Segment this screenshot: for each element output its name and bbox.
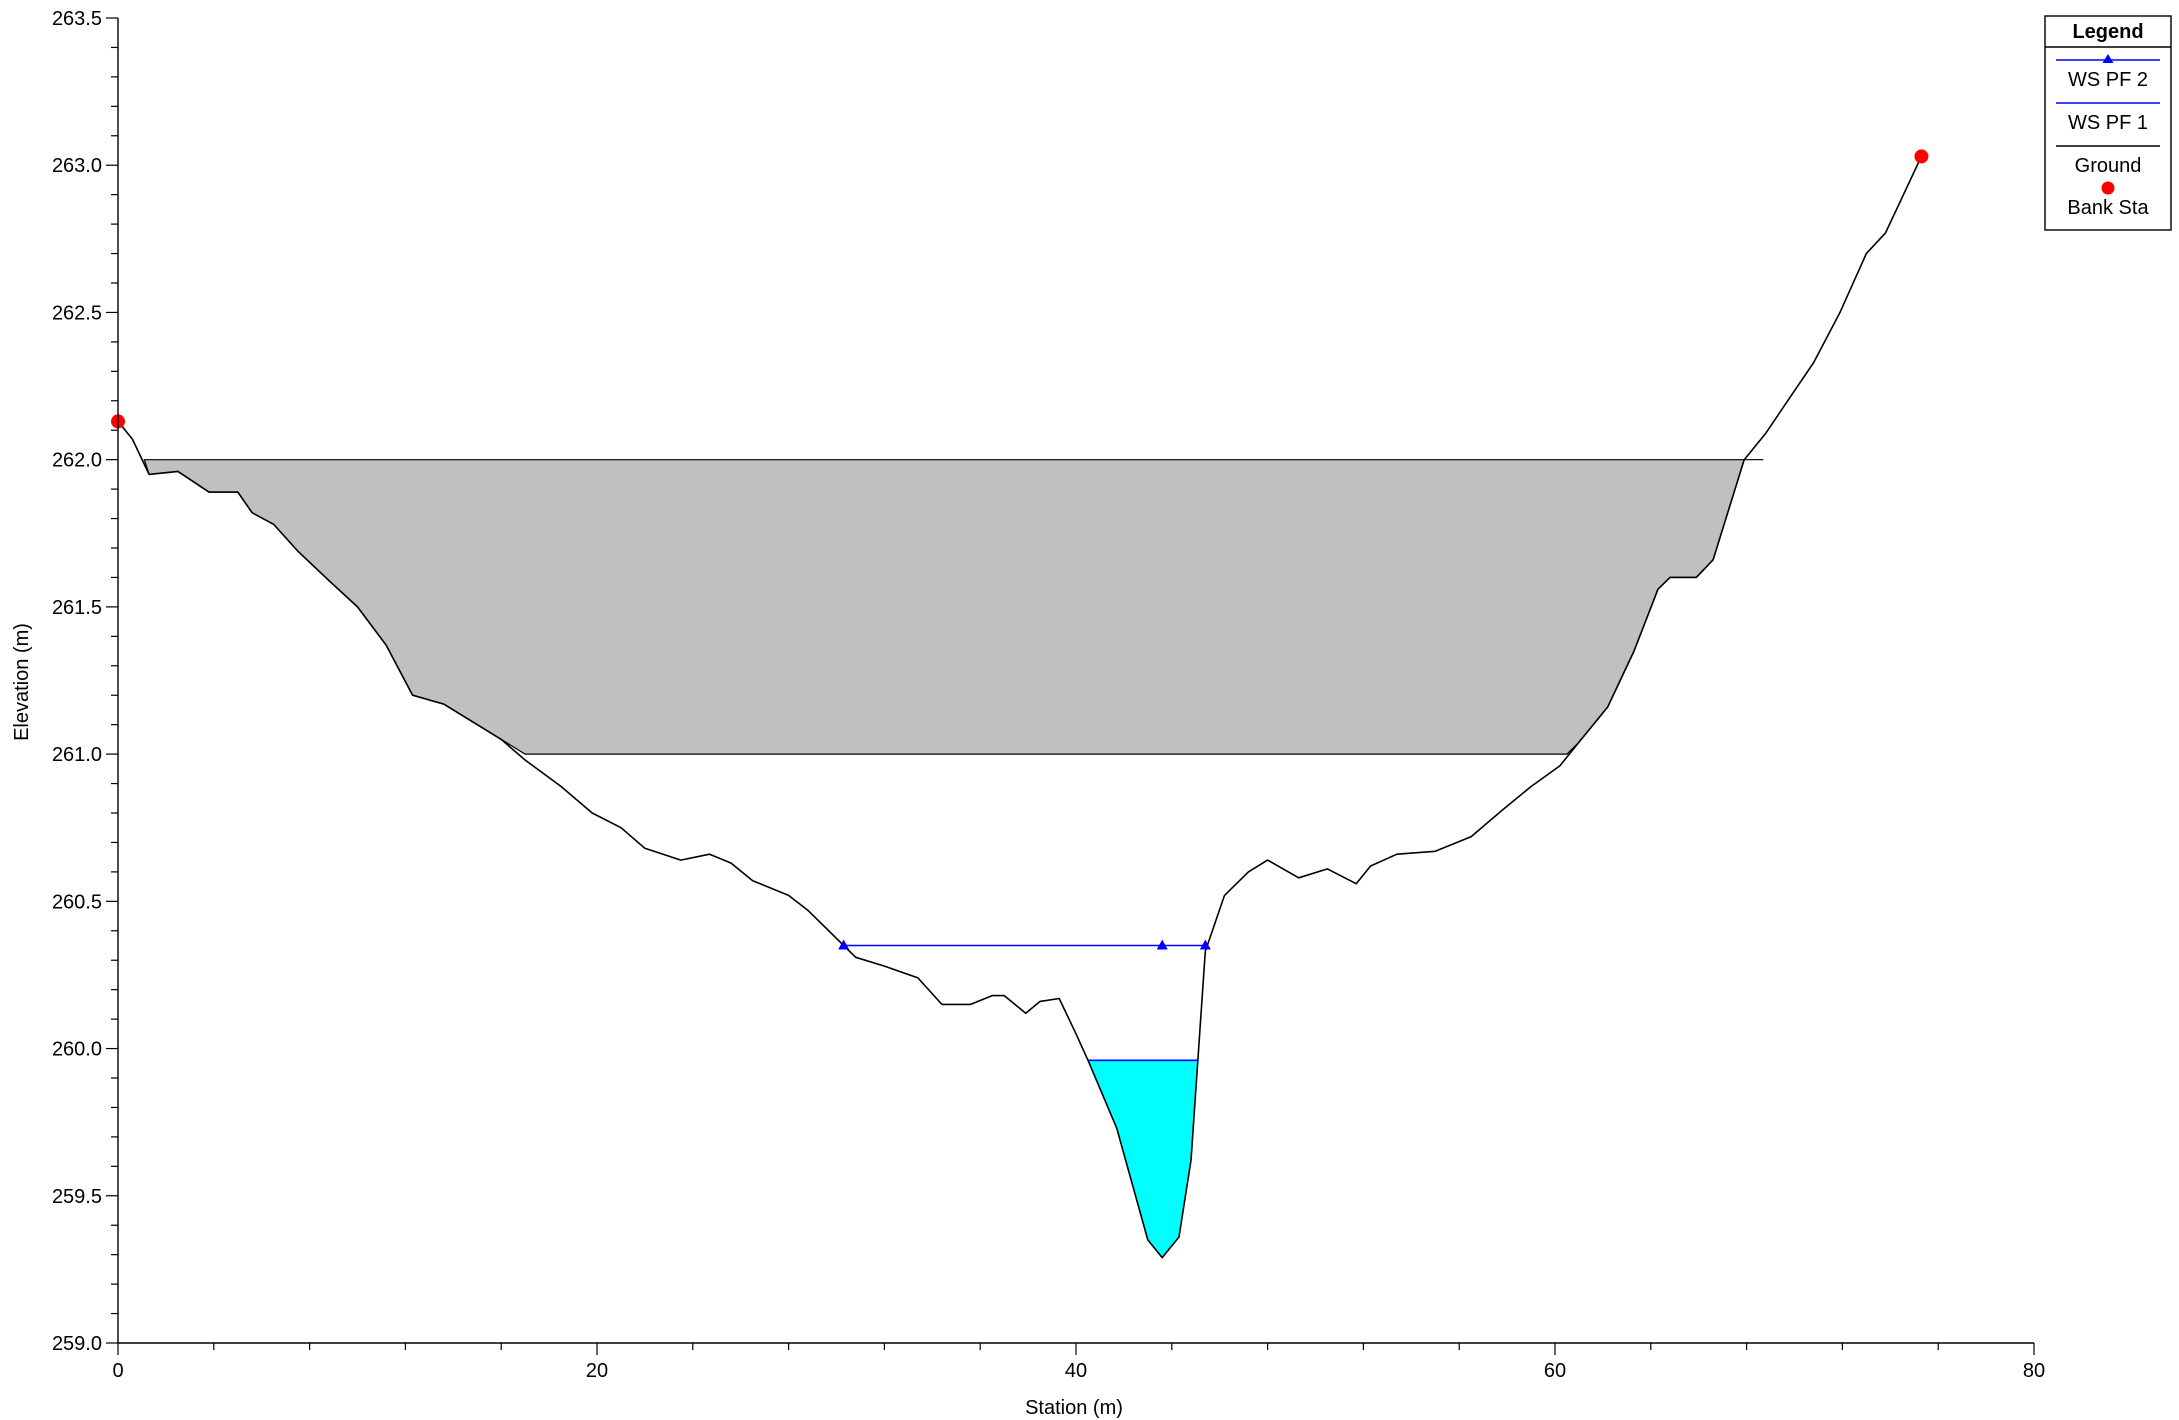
x-tick-label: 0 [112, 1360, 123, 1382]
bank-sta-point [1914, 149, 1929, 164]
y-tick-label: 259.0 [52, 1333, 102, 1355]
y-tick-label: 262.0 [52, 450, 102, 472]
x-tick-label: 80 [2023, 1360, 2045, 1382]
legend-entry-bank-sta: Bank Sta [2067, 197, 2149, 219]
legend: Legend WS PF 2 WS PF 1 Ground Bank Sta [2044, 15, 2172, 231]
ground-line [117, 156, 1923, 1259]
legend-title: Legend [2072, 21, 2143, 43]
legend-entry-ground: Ground [2075, 155, 2142, 177]
plot-area [111, 149, 1929, 1259]
x-tick-label: 60 [1544, 1360, 1566, 1382]
y-tick-label: 260.0 [52, 1039, 102, 1061]
y-tick-label: 260.5 [52, 891, 102, 913]
y-axis-label: Elevation (m) [11, 623, 33, 741]
legend-entry-ws-pf1: WS PF 1 [2068, 112, 2148, 134]
y-tick-label: 261.0 [52, 744, 102, 766]
legend-bank-sta-marker [2101, 181, 2115, 195]
y-tick-label: 263.5 [52, 8, 102, 30]
y-tick-label: 262.5 [52, 302, 102, 324]
ws-pf1-water-fill [1088, 1060, 1199, 1258]
x-tick-label: 40 [1065, 1360, 1087, 1382]
axes: 0 20 40 60 80 259.0 259.5 260.0 260.5 261.0 261.5 2… [52, 8, 2045, 1382]
ws-pf2-marker [838, 939, 850, 950]
y-tick-label: 263.0 [52, 155, 102, 177]
ws-pf2-marker [1156, 939, 1168, 950]
y-tick-label: 259.5 [52, 1186, 102, 1208]
y-tick-label: 261.5 [52, 597, 102, 619]
x-tick-label: 20 [586, 1360, 608, 1382]
x-axis-label: Station (m) [1025, 1397, 1123, 1419]
legend-entry-ws-pf2: WS PF 2 [2068, 69, 2148, 91]
ws-pf2-marker [1199, 939, 1211, 950]
legend-ws-pf2-marker [2102, 54, 2114, 63]
